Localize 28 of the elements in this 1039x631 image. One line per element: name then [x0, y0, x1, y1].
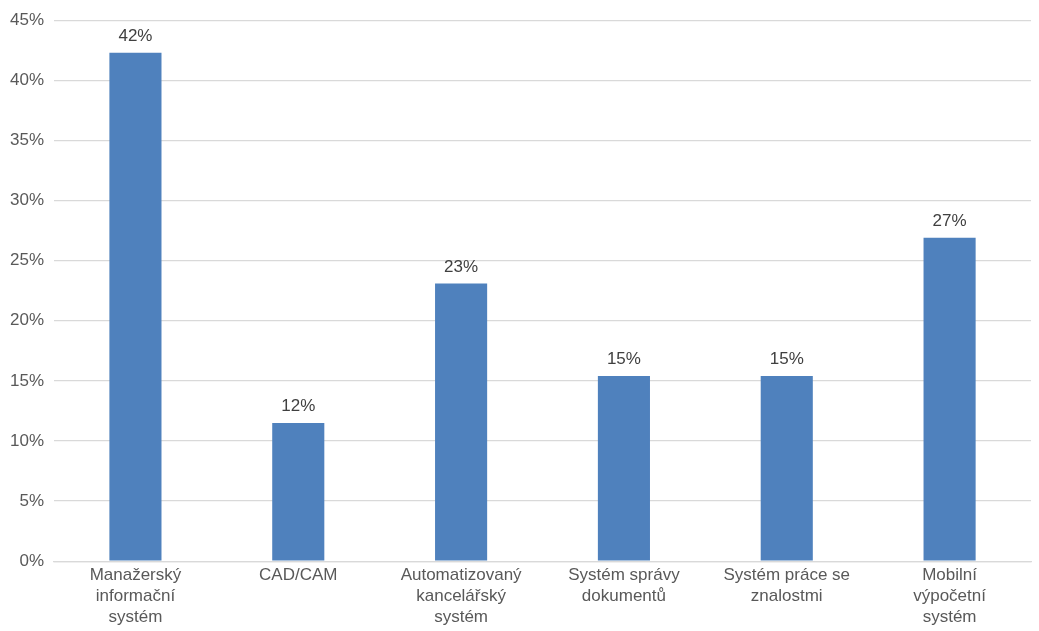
bar	[272, 422, 325, 561]
y-tick-label: 25%	[9, 250, 45, 270]
bar	[597, 376, 650, 561]
x-tick-label: CAD/CAM	[259, 564, 338, 584]
y-tick-label: 15%	[9, 370, 45, 390]
y-tick-label: 20%	[9, 310, 45, 330]
y-tick-label: 45%	[9, 9, 45, 29]
x-tick-label: Manažerský informační systém	[89, 564, 182, 627]
y-tick-label: 0%	[19, 550, 45, 570]
bar	[435, 283, 488, 561]
data-label: 12%	[281, 396, 316, 416]
y-tick-label: 35%	[9, 130, 45, 150]
y-tick-label: 40%	[9, 70, 45, 89]
bar	[923, 237, 976, 561]
data-label: 15%	[769, 349, 804, 369]
x-tick-label: Systém práce se znalostmi	[723, 564, 851, 605]
y-tick-label: 10%	[9, 430, 45, 450]
bar	[760, 376, 813, 561]
y-tick-label: 30%	[9, 190, 45, 210]
y-tick-label: 5%	[19, 490, 45, 510]
x-tick-label: Mobilní výpočetní systém	[913, 564, 987, 627]
x-tick-label: Automatizovaný kancelářský systém	[400, 564, 523, 627]
data-label: 27%	[932, 211, 967, 231]
data-label: 15%	[606, 349, 641, 369]
bar	[109, 52, 162, 561]
data-label: 42%	[118, 25, 153, 45]
data-label: 23%	[444, 256, 479, 276]
x-tick-label: Systém správy dokumentů	[568, 564, 681, 605]
